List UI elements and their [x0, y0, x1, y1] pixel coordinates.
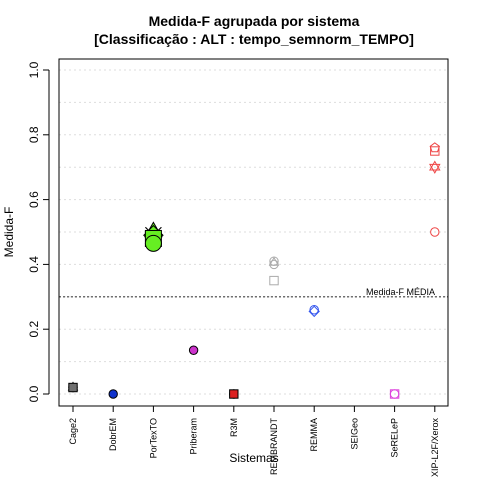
point-circle: [389, 389, 400, 399]
point-circle: [309, 305, 319, 315]
x-tick-label: SeRELeP: [390, 418, 400, 458]
y-axis-label: Medida-F: [2, 207, 16, 258]
point-square: [68, 382, 78, 393]
point-pentagon: [429, 142, 440, 153]
point-circle: [144, 234, 162, 252]
y-tick-label: 0.6: [27, 191, 41, 208]
x-tick-label: Priberam: [189, 418, 199, 455]
y-tick-label: 0.4: [27, 256, 41, 273]
x-axis: Cage2 DobrEM PorTexTO Priberam R3M REMBRANDT R…: [68, 405, 440, 478]
chart-title: Medida-F agrupada por sistema: [149, 13, 360, 29]
point-circle: [269, 259, 279, 270]
point-star: [429, 160, 441, 171]
x-tick-label: PorTexTO: [148, 418, 158, 458]
y-tick-label: 0.2: [27, 321, 41, 338]
point-square: [269, 275, 279, 286]
x-axis-label: Sistemas: [229, 451, 278, 465]
chart-subtitle: [Classificação : ALT : tempo_semnorm_TEM…: [94, 31, 414, 47]
x-tick-label: SEIGeo: [349, 418, 359, 450]
y-tick-label: 0.0: [27, 385, 41, 402]
reference-line-label: Medida-F MÉDIA: [366, 287, 435, 297]
data-points: [67, 142, 441, 399]
point-star-inv: [429, 163, 441, 174]
point-triangle: [268, 256, 280, 266]
x-tick-label: Cage2: [68, 418, 78, 445]
point-square: [430, 146, 440, 156]
y-tick-label: 0.8: [27, 126, 41, 143]
reference-line-group: Medida-F MÉDIA: [59, 287, 448, 298]
point-circle: [430, 227, 440, 237]
y-axis: 0.0 0.2 0.4 0.6 0.8 1.0: [27, 61, 50, 402]
x-tick-label: DobrEM: [108, 418, 118, 451]
point-circle: [108, 389, 118, 399]
x-tick-label: XIP-L2F/Xerox: [430, 418, 440, 478]
x-tick-label: REMBRANDT: [269, 418, 279, 476]
point-diamond: [308, 305, 320, 318]
point-square: [229, 389, 239, 399]
gridlines: [59, 69, 448, 395]
x-tick-label: R3M: [229, 418, 239, 437]
x-tick-label: REMMA: [309, 418, 319, 452]
point-circle: [188, 345, 199, 355]
y-tick-label: 1.0: [27, 61, 41, 78]
